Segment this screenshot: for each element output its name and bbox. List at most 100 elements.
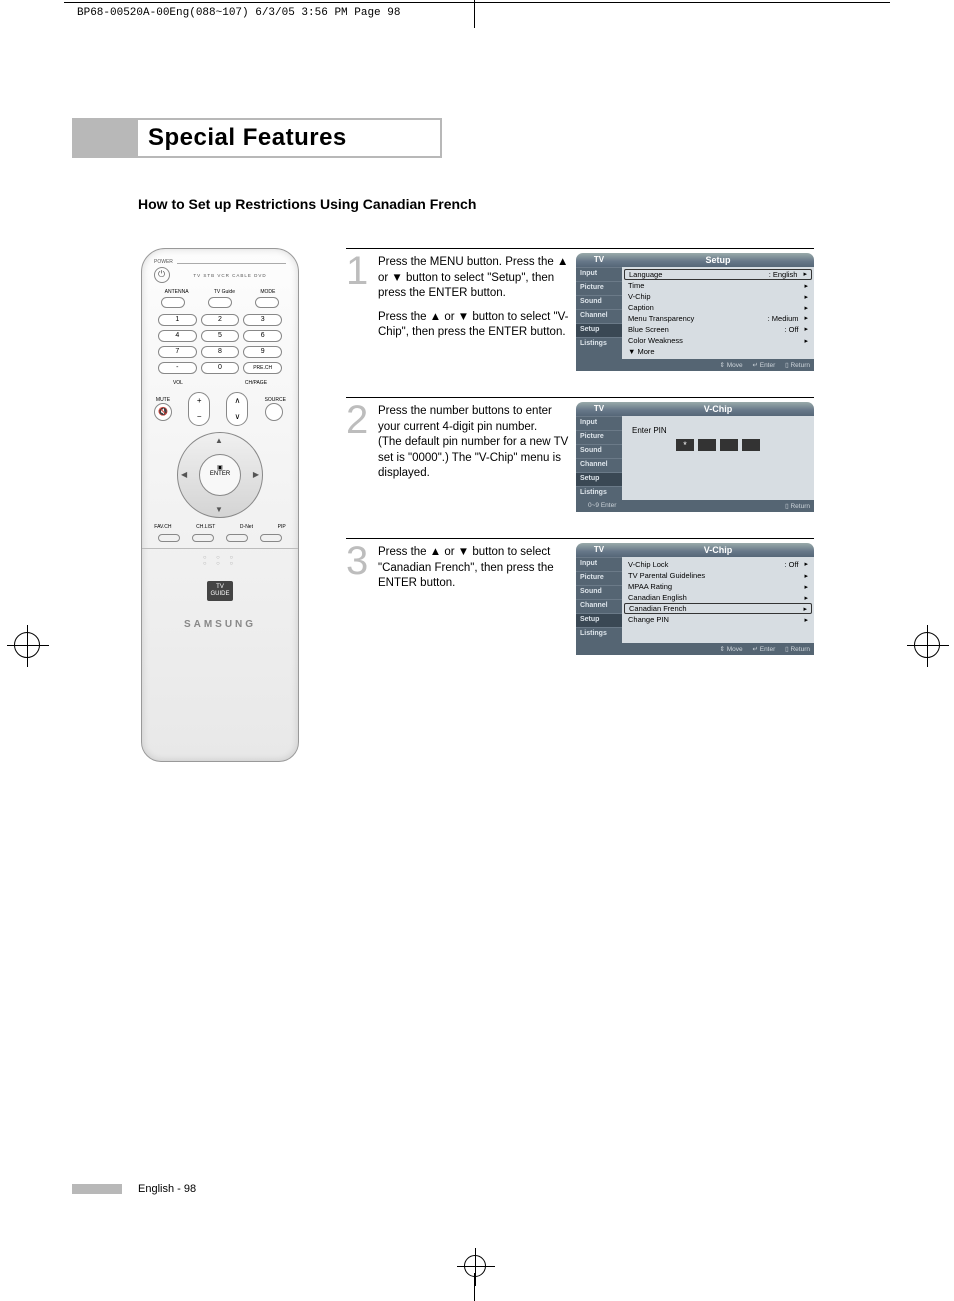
osd-row[interactable]: Color Weakness▸ xyxy=(624,335,812,346)
side-setup[interactable]: Setup xyxy=(576,613,622,627)
dnet-button[interactable] xyxy=(226,534,248,542)
num-4[interactable]: 4 xyxy=(158,330,197,342)
antenna-label: ANTENNA xyxy=(165,289,189,295)
chlist-button[interactable] xyxy=(192,534,214,542)
num-1[interactable]: 1 xyxy=(158,314,197,326)
enter-button[interactable]: ▣ENTER xyxy=(199,454,241,496)
power-label: POWER xyxy=(154,259,173,265)
step-number: 3 xyxy=(346,543,374,579)
side-input[interactable]: Input xyxy=(576,416,622,430)
osd-row[interactable]: Language: English▸ xyxy=(624,269,812,280)
osd-row[interactable]: Time▸ xyxy=(624,280,812,291)
dpad-left[interactable]: ◀ xyxy=(181,470,187,479)
prech-button[interactable]: PRE.CH xyxy=(243,362,282,374)
side-channel[interactable]: Channel xyxy=(576,309,622,323)
chpage-label: CH/PAGE xyxy=(245,380,267,386)
vol-label: VOL xyxy=(173,380,183,386)
tvguide-label: TV Guide xyxy=(214,289,235,295)
step-number: 1 xyxy=(346,253,374,289)
crop-target xyxy=(914,632,940,658)
tvguide-button[interactable] xyxy=(208,297,232,308)
mode-labels: TV STB VCR CABLE DVD xyxy=(174,273,286,278)
num-6[interactable]: 6 xyxy=(243,330,282,342)
num-5[interactable]: 5 xyxy=(201,330,240,342)
pin-box[interactable]: * xyxy=(676,439,694,451)
osd-row[interactable]: TV Parental Guidelines▸ xyxy=(624,570,812,581)
mode-button[interactable] xyxy=(255,297,279,308)
vol-ch-labels: VOL CH/PAGE xyxy=(142,380,298,386)
num-8[interactable]: 8 xyxy=(201,346,240,358)
osd-row[interactable]: V-Chip▸ xyxy=(624,291,812,302)
print-header: BP68-00520A-00Eng(088~107) 6/3/05 3:56 P… xyxy=(77,7,400,19)
side-channel[interactable]: Channel xyxy=(576,458,622,472)
side-listings[interactable]: Listings xyxy=(576,627,622,641)
osd-row[interactable]: Blue Screen: Off▸ xyxy=(624,324,812,335)
dpad: ▲ ▼ ◀ ▶ ▣ENTER xyxy=(177,432,263,518)
side-setup[interactable]: Setup xyxy=(576,472,622,486)
num-7[interactable]: 7 xyxy=(158,346,197,358)
mode-label: MODE xyxy=(260,289,275,295)
osd-row[interactable]: V-Chip Lock: Off▸ xyxy=(624,559,812,570)
num-9[interactable]: 9 xyxy=(243,346,282,358)
crop-mark xyxy=(64,2,890,3)
osd-content: Enter PIN * xyxy=(622,416,814,500)
osd-tab-tv: TV xyxy=(576,543,622,557)
antenna-button[interactable] xyxy=(161,297,185,308)
pip-label: PIP xyxy=(278,524,286,530)
step-rule xyxy=(346,538,814,539)
title-accent xyxy=(72,118,136,158)
osd-row[interactable]: Change PIN▸ xyxy=(624,614,812,625)
dpad-up[interactable]: ▲ xyxy=(215,436,223,445)
side-channel[interactable]: Channel xyxy=(576,599,622,613)
step-para: Press the number buttons to enter your c… xyxy=(378,404,572,482)
side-listings[interactable]: Listings xyxy=(576,337,622,351)
footer-return: ▯ Return xyxy=(785,646,810,653)
step-para: Press the ▲ or ▼ button to select "V-Chi… xyxy=(378,310,572,341)
osd-sidebar: Input Picture Sound Channel Setup Listin… xyxy=(576,267,622,359)
ch-rocker[interactable]: ∧∨ xyxy=(226,392,248,426)
step-para: Press the ▲ or ▼ button to select "Canad… xyxy=(378,545,572,592)
side-setup[interactable]: Setup xyxy=(576,323,622,337)
footer-enter: 0~9 Enter xyxy=(588,502,616,509)
pin-boxes: * xyxy=(632,439,804,451)
num-3[interactable]: 3 xyxy=(243,314,282,326)
crop-target xyxy=(14,632,40,658)
osd-row[interactable]: Canadian English▸ xyxy=(624,592,812,603)
section-title: Special Features xyxy=(148,124,347,152)
side-input[interactable]: Input xyxy=(576,267,622,281)
pin-box[interactable] xyxy=(742,439,760,451)
pin-box[interactable] xyxy=(698,439,716,451)
pip-button[interactable] xyxy=(260,534,282,542)
osd-row[interactable]: MPAA Rating▸ xyxy=(624,581,812,592)
page-subtitle: How to Set up Restrictions Using Canadia… xyxy=(138,196,476,212)
osd-row[interactable]: Menu Transparency: Medium▸ xyxy=(624,313,812,324)
osd-sidebar: Input Picture Sound Channel Setup Listin… xyxy=(576,416,622,500)
favch-button[interactable] xyxy=(158,534,180,542)
top-label-row: ANTENNA TV Guide MODE xyxy=(152,289,288,295)
side-listings[interactable]: Listings xyxy=(576,486,622,500)
side-picture[interactable]: Picture xyxy=(576,571,622,585)
pin-box[interactable] xyxy=(720,439,738,451)
vol-rocker[interactable]: +− xyxy=(188,392,210,426)
num-2[interactable]: 2 xyxy=(201,314,240,326)
step-1: 1 Press the MENU button. Press the ▲ or … xyxy=(346,253,814,371)
top-pill-row xyxy=(150,297,290,308)
power-button[interactable] xyxy=(154,267,170,283)
num-0[interactable]: 0 xyxy=(201,362,240,374)
side-sound[interactable]: Sound xyxy=(576,295,622,309)
dpad-down[interactable]: ▼ xyxy=(215,505,223,514)
step-text: Press the number buttons to enter your c… xyxy=(378,402,572,490)
side-picture[interactable]: Picture xyxy=(576,281,622,295)
dpad-right[interactable]: ▶ xyxy=(253,470,259,479)
source-button[interactable] xyxy=(265,403,283,421)
osd-row[interactable]: Caption▸ xyxy=(624,302,812,313)
osd-sidebar: Input Picture Sound Channel Setup Listin… xyxy=(576,557,622,643)
osd-row[interactable]: ▼ More xyxy=(624,346,812,357)
side-input[interactable]: Input xyxy=(576,557,622,571)
num-dash[interactable]: - xyxy=(158,362,197,374)
osd-row[interactable]: Canadian French▸ xyxy=(624,603,812,614)
mute-button[interactable]: 🔇 xyxy=(154,403,172,421)
side-sound[interactable]: Sound xyxy=(576,585,622,599)
side-sound[interactable]: Sound xyxy=(576,444,622,458)
side-picture[interactable]: Picture xyxy=(576,430,622,444)
